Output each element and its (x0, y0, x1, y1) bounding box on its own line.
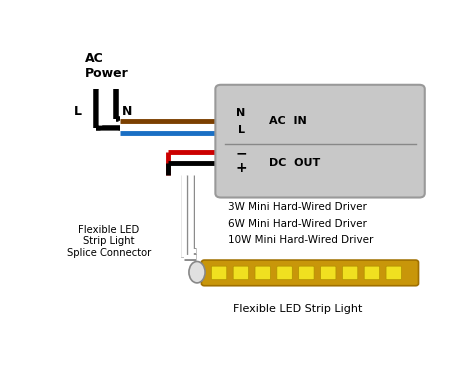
FancyBboxPatch shape (201, 260, 419, 286)
FancyBboxPatch shape (277, 266, 292, 280)
Text: Flexible LED Strip Light: Flexible LED Strip Light (233, 304, 363, 314)
Text: L: L (237, 125, 245, 135)
Text: 3W Mini Hard-Wired Driver: 3W Mini Hard-Wired Driver (228, 202, 367, 212)
Text: DC  OUT: DC OUT (269, 158, 320, 168)
Text: 6W Mini Hard-Wired Driver: 6W Mini Hard-Wired Driver (228, 219, 367, 229)
Text: 10W Mini Hard-Wired Driver: 10W Mini Hard-Wired Driver (228, 235, 374, 245)
FancyBboxPatch shape (233, 266, 248, 280)
Text: AC  IN: AC IN (269, 116, 306, 126)
FancyBboxPatch shape (364, 266, 380, 280)
FancyBboxPatch shape (342, 266, 358, 280)
Text: Flexible LED
Strip Light
Splice Connector: Flexible LED Strip Light Splice Connecto… (66, 225, 151, 258)
Text: L: L (74, 105, 82, 118)
Text: N: N (122, 105, 132, 118)
Text: +: + (235, 161, 247, 175)
Text: AC
Power: AC Power (85, 52, 129, 81)
Ellipse shape (189, 261, 205, 283)
FancyBboxPatch shape (255, 266, 271, 280)
FancyBboxPatch shape (386, 266, 401, 280)
FancyBboxPatch shape (299, 266, 314, 280)
FancyBboxPatch shape (215, 85, 425, 198)
Text: N: N (237, 108, 246, 118)
Text: −: − (235, 146, 247, 160)
FancyBboxPatch shape (320, 266, 336, 280)
FancyBboxPatch shape (211, 266, 227, 280)
